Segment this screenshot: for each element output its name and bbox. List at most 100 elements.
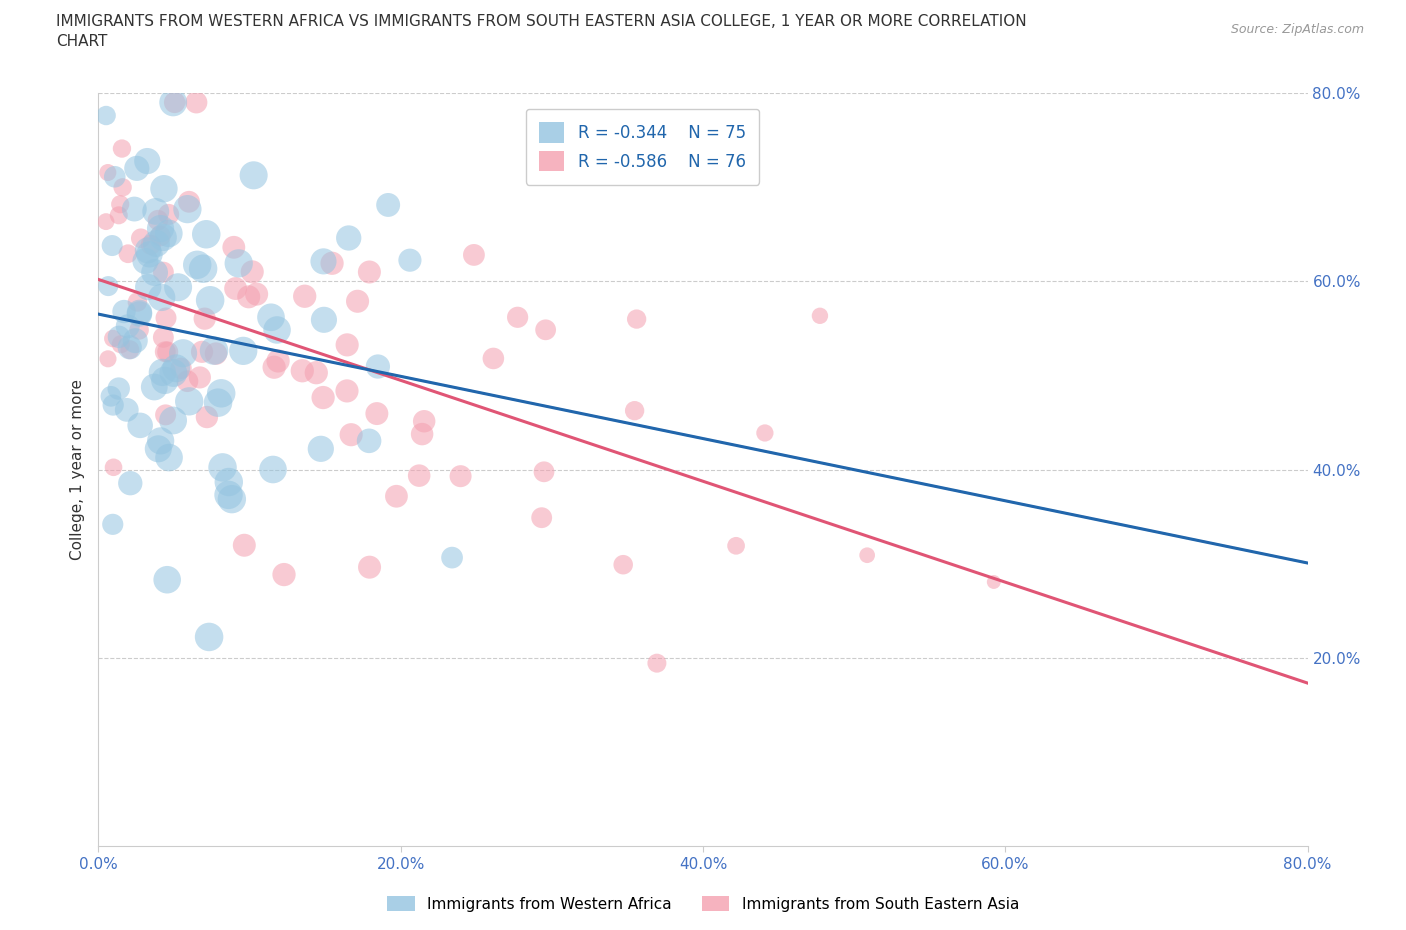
Point (305, 365, 328, 380)
Point (188, 370, 211, 385)
Point (156, 344, 179, 359)
Point (399, 253, 422, 268)
Point (198, 293, 221, 308)
Point (225, 281, 247, 296)
Point (359, 433, 381, 448)
Point (463, 247, 485, 262)
Point (645, 656, 668, 671)
Point (211, 460, 233, 475)
Point (263, 360, 285, 375)
Point (170, 361, 193, 376)
Point (186, 258, 208, 272)
Point (125, 161, 148, 176)
Point (411, 427, 433, 442)
Point (157, 450, 180, 465)
Point (143, 265, 166, 280)
Point (148, 442, 170, 457)
Point (228, 256, 250, 271)
Point (101, 331, 124, 346)
Point (155, 311, 177, 325)
Point (134, 254, 156, 269)
Point (94, 214, 117, 229)
Point (139, 237, 162, 252)
Point (321, 256, 343, 271)
Point (340, 427, 363, 442)
Point (138, 246, 160, 261)
Point (336, 338, 359, 352)
Point (233, 538, 256, 552)
Legend: Immigrants from Western Africa, Immigrants from South Eastern Asia: Immigrants from Western Africa, Immigran… (381, 889, 1025, 918)
Point (153, 181, 176, 196)
Point (242, 168, 264, 183)
Point (232, 343, 254, 358)
Point (155, 407, 177, 422)
Point (117, 246, 139, 261)
Point (101, 238, 124, 253)
Point (377, 197, 399, 212)
Point (291, 364, 314, 379)
Point (136, 280, 159, 295)
Point (441, 551, 464, 565)
Point (177, 194, 200, 209)
Point (450, 469, 472, 484)
Point (128, 305, 150, 320)
Point (346, 294, 368, 309)
Point (104, 169, 127, 184)
Point (198, 630, 221, 644)
Point (145, 204, 167, 219)
Point (312, 390, 335, 405)
Point (205, 346, 228, 361)
Point (312, 312, 335, 327)
Point (612, 557, 634, 572)
Point (359, 560, 381, 575)
Point (111, 141, 134, 156)
Point (149, 221, 172, 236)
Point (385, 489, 408, 504)
Point (150, 290, 173, 305)
Point (108, 329, 131, 344)
Point (359, 264, 381, 279)
Point (366, 406, 388, 421)
Point (312, 254, 335, 269)
Point (534, 323, 557, 338)
Point (191, 344, 214, 359)
Point (157, 226, 180, 241)
Point (530, 511, 553, 525)
Point (107, 381, 129, 396)
Point (110, 197, 132, 212)
Point (266, 323, 288, 338)
Point (856, 548, 879, 563)
Point (152, 265, 174, 280)
Point (136, 153, 159, 168)
Point (152, 330, 174, 345)
Point (367, 359, 389, 374)
Point (153, 373, 176, 388)
Point (309, 442, 332, 457)
Point (240, 264, 263, 279)
Point (413, 414, 436, 429)
Point (115, 403, 138, 418)
Point (143, 379, 166, 394)
Point (162, 95, 184, 110)
Point (156, 572, 179, 587)
Point (482, 351, 505, 365)
Point (167, 280, 190, 295)
Point (176, 374, 198, 389)
Point (195, 409, 218, 424)
Point (808, 309, 831, 324)
Point (238, 289, 260, 304)
Point (506, 310, 529, 325)
Point (267, 353, 290, 368)
Point (623, 404, 645, 418)
Point (191, 261, 214, 276)
Point (128, 323, 150, 338)
Point (155, 344, 177, 359)
Point (162, 365, 184, 380)
Point (983, 575, 1005, 590)
Point (273, 567, 295, 582)
Point (163, 95, 186, 110)
Point (294, 289, 316, 304)
Point (221, 492, 243, 507)
Point (136, 243, 159, 258)
Text: IMMIGRANTS FROM WESTERN AFRICA VS IMMIGRANTS FROM SOUTH EASTERN ASIA COLLEGE, 1 : IMMIGRANTS FROM WESTERN AFRICA VS IMMIGR… (56, 14, 1026, 29)
